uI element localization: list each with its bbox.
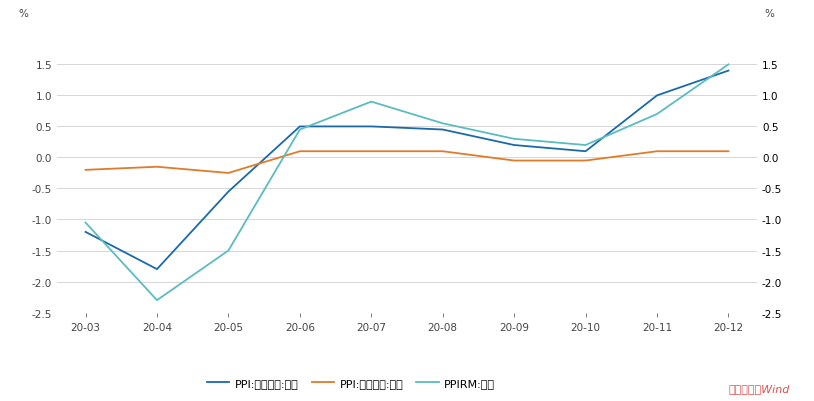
Text: 数据来源：Wind: 数据来源：Wind bbox=[729, 383, 790, 393]
Text: %: % bbox=[18, 9, 28, 19]
Legend: PPI:生产资料:环比, PPI:生活资料:环比, PPIRM:环比: PPI:生产资料:环比, PPI:生活资料:环比, PPIRM:环比 bbox=[203, 374, 500, 393]
Text: %: % bbox=[764, 9, 774, 19]
